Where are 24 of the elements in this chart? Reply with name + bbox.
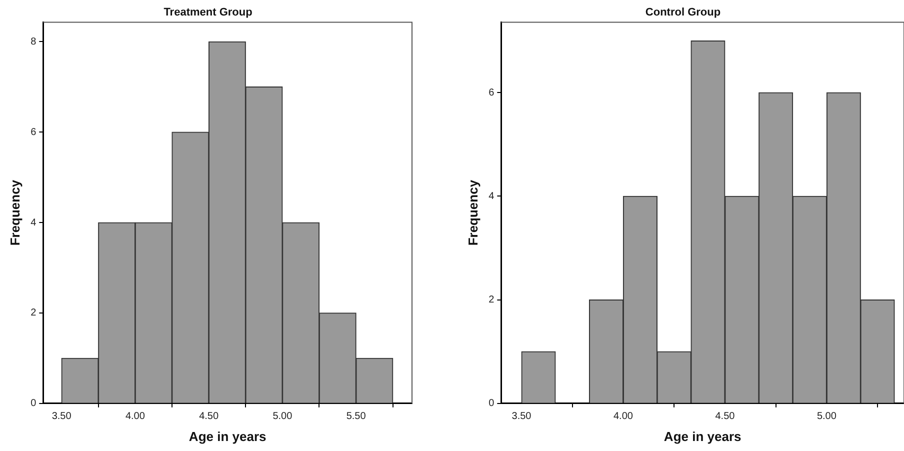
x-tick-label: 4.50	[199, 411, 219, 422]
y-tick-label: 0	[30, 398, 37, 410]
y-tick-label: 4	[30, 217, 37, 228]
x-tick-label: 5.00	[816, 411, 837, 422]
x-tick-label: 3.50	[512, 411, 532, 422]
y-axis-title: Frequency	[7, 179, 22, 246]
x-tick-label: 4.00	[614, 411, 634, 422]
y-tick-label: 2	[30, 308, 37, 319]
x-tick-label: 4.00	[125, 411, 146, 422]
x-tick-label: 4.50	[715, 411, 736, 422]
y-tick-label: 8	[30, 36, 37, 48]
y-tick-label: 6	[488, 87, 495, 98]
y-axis-title: Frequency	[465, 179, 480, 246]
x-axis-title: Age in years	[188, 428, 266, 444]
x-tick-label: 3.50	[52, 411, 72, 422]
x-tick-label: 5.50	[346, 411, 366, 422]
y-tick-label: 2	[488, 294, 495, 306]
chart-title: Control Group	[645, 6, 721, 19]
y-tick-label: 4	[488, 190, 495, 202]
y-tick-label: 6	[30, 126, 37, 138]
y-tick-label: 0	[488, 398, 495, 410]
x-tick-label: 5.00	[272, 411, 293, 422]
x-axis-title: Age in years	[664, 428, 742, 444]
chart-title: Treatment Group	[164, 6, 253, 19]
